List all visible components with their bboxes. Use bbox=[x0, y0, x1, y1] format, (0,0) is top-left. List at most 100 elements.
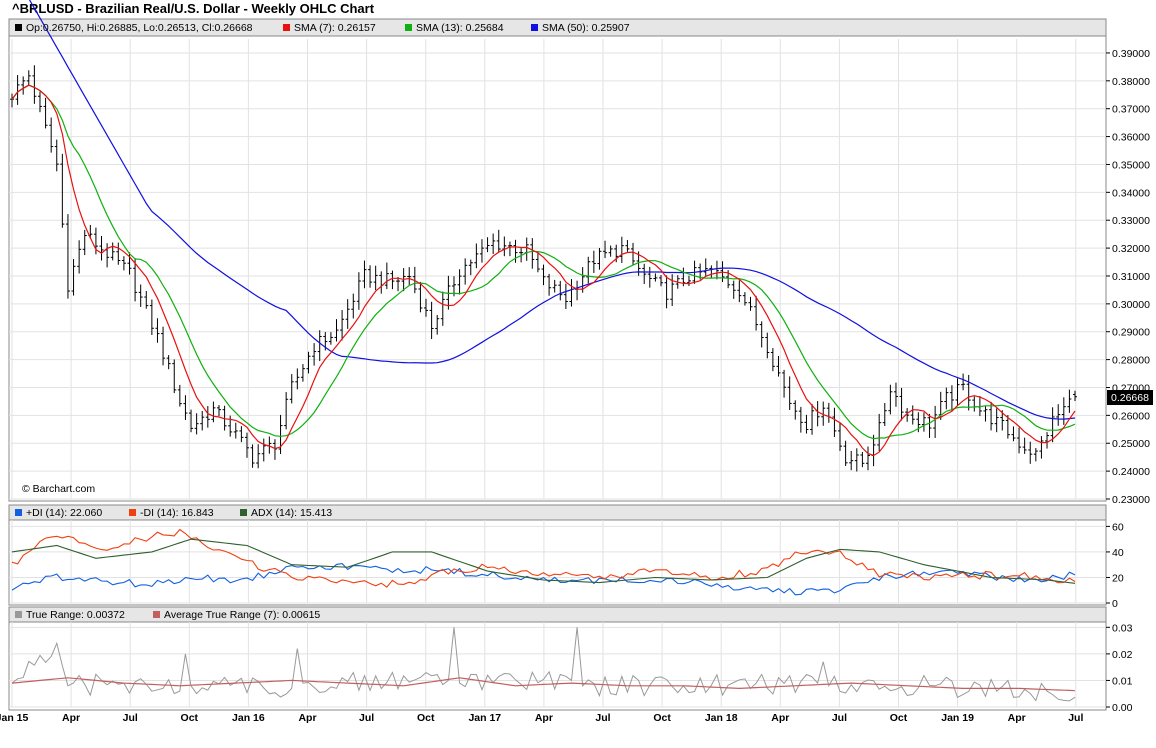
adx-ytick-label: 20 bbox=[1112, 572, 1124, 584]
ohlc-bar bbox=[910, 405, 915, 425]
tr-ytick-label: 0.02 bbox=[1112, 649, 1133, 661]
ohlc-bar bbox=[983, 405, 988, 422]
ohlc-bar bbox=[384, 262, 389, 290]
adx-ytick-label: 40 bbox=[1112, 547, 1124, 559]
ohlc-bar bbox=[893, 382, 898, 407]
ohlc-bar bbox=[765, 332, 770, 359]
ohlc-bar bbox=[1005, 415, 1010, 439]
ohlc-bar bbox=[200, 411, 205, 431]
legend-tr-swatch bbox=[15, 611, 22, 618]
ohlc-bar bbox=[43, 97, 48, 129]
ohlc-bar bbox=[250, 444, 255, 468]
ohlc-bar bbox=[144, 290, 149, 309]
ohlc-bar bbox=[608, 245, 613, 257]
ohlc-bar bbox=[933, 405, 938, 438]
x-tick-label: Apr bbox=[535, 712, 553, 724]
ohlc-bar bbox=[759, 321, 764, 348]
ohlc-bar bbox=[547, 273, 552, 296]
price-ytick-label: 0.37000 bbox=[1112, 104, 1150, 116]
ohlc-bar bbox=[838, 423, 843, 451]
ohlc-bar bbox=[686, 275, 691, 287]
ohlc-bar bbox=[1011, 426, 1016, 442]
ohlc-bar bbox=[172, 359, 177, 394]
price-ytick-label: 0.36000 bbox=[1112, 132, 1150, 144]
ohlc-bar bbox=[1028, 441, 1033, 464]
ohlc-bar bbox=[658, 275, 663, 287]
ohlc-bar bbox=[664, 275, 669, 309]
x-tick-label: Jul bbox=[595, 712, 610, 724]
ohlc-bar bbox=[356, 272, 361, 310]
price-ytick-label: 0.26000 bbox=[1112, 410, 1150, 422]
price-ytick-label: 0.39000 bbox=[1112, 48, 1150, 60]
legend-atr-swatch bbox=[153, 611, 160, 618]
ohlc-bar bbox=[541, 264, 546, 286]
adx-ytick-label: 0 bbox=[1112, 598, 1118, 610]
ohlc-bar bbox=[647, 266, 652, 288]
ohlc-bar bbox=[99, 235, 104, 261]
ohlc-bar bbox=[865, 446, 870, 471]
ohlc-bar bbox=[435, 314, 440, 335]
ohlc-bar bbox=[373, 265, 378, 291]
ohlc-bar bbox=[1073, 390, 1077, 402]
adx-ytick-label: 60 bbox=[1112, 521, 1124, 533]
ohlc-bar bbox=[155, 318, 160, 343]
tr-panel-frame bbox=[8, 606, 1107, 711]
ohlc-bar bbox=[345, 299, 350, 329]
ohlc-bar bbox=[1067, 389, 1072, 413]
x-tick-label: Jul bbox=[123, 712, 138, 724]
ohlc-bar bbox=[770, 348, 775, 372]
ohlc-bar bbox=[161, 326, 166, 366]
ohlc-bar bbox=[591, 250, 596, 273]
minus-di-line bbox=[11, 528, 1076, 588]
ohlc-bar bbox=[211, 401, 216, 423]
ohlc-bar bbox=[1039, 436, 1044, 459]
price-ytick-label: 0.31000 bbox=[1112, 271, 1150, 283]
ohlc-bar bbox=[49, 117, 54, 153]
legend-minus-di-swatch bbox=[129, 509, 136, 516]
ohlc-bar bbox=[194, 413, 199, 435]
ohlc-bar bbox=[32, 65, 37, 104]
sma50-line bbox=[28, 0, 1076, 420]
ohlc-bar bbox=[205, 406, 210, 428]
ohlc-bar bbox=[642, 263, 647, 285]
ohlc-bar bbox=[586, 256, 591, 284]
ohlc-bar bbox=[535, 251, 540, 273]
ohlc-bar bbox=[295, 368, 300, 390]
ohlc-bar bbox=[944, 387, 949, 410]
ohlc-bar bbox=[491, 233, 496, 255]
ohlc-bar bbox=[166, 355, 171, 370]
x-tick-label: Jan 17 bbox=[468, 712, 501, 724]
sma13-line bbox=[11, 84, 1076, 440]
ohlc-bar bbox=[849, 450, 854, 471]
ohlc-bar bbox=[949, 385, 954, 411]
x-tick-label: Oct bbox=[653, 712, 671, 724]
price-ytick-label: 0.24000 bbox=[1112, 466, 1150, 478]
ohlc-bar bbox=[754, 295, 759, 331]
legend-atr: Average True Range (7): 0.00615 bbox=[164, 609, 320, 621]
ohlc-bar bbox=[597, 247, 602, 270]
ohlc-bar bbox=[289, 374, 294, 404]
ohlc-bar bbox=[60, 153, 65, 228]
ohlc-bar bbox=[312, 343, 317, 366]
ohlc-bar bbox=[832, 407, 837, 437]
x-tick-label: Oct bbox=[181, 712, 199, 724]
ohlc-bar bbox=[479, 239, 484, 263]
copyright: © Barchart.com bbox=[22, 483, 95, 495]
plus-di-line bbox=[11, 563, 1076, 596]
legend-minus-di: -DI (14): 16.843 bbox=[140, 507, 214, 519]
legend-plus-di: +DI (14): 22.060 bbox=[26, 507, 102, 519]
x-tick-label: Apr bbox=[771, 712, 789, 724]
price-ytick-label: 0.29000 bbox=[1112, 327, 1150, 339]
ohlc-bar bbox=[468, 259, 473, 276]
price-legend-bar bbox=[8, 18, 1107, 37]
ohlc-bar bbox=[233, 422, 238, 439]
x-tick-label: Apr bbox=[298, 712, 316, 724]
ohlc-bar bbox=[703, 258, 708, 276]
ohlc-bar bbox=[183, 395, 188, 420]
sma7-line bbox=[11, 84, 1076, 457]
ohlc-bar bbox=[368, 265, 373, 288]
last-price-label: 0.26668 bbox=[1111, 392, 1149, 404]
legend-sma13-swatch bbox=[405, 24, 412, 31]
ohlc-bar bbox=[121, 256, 126, 271]
